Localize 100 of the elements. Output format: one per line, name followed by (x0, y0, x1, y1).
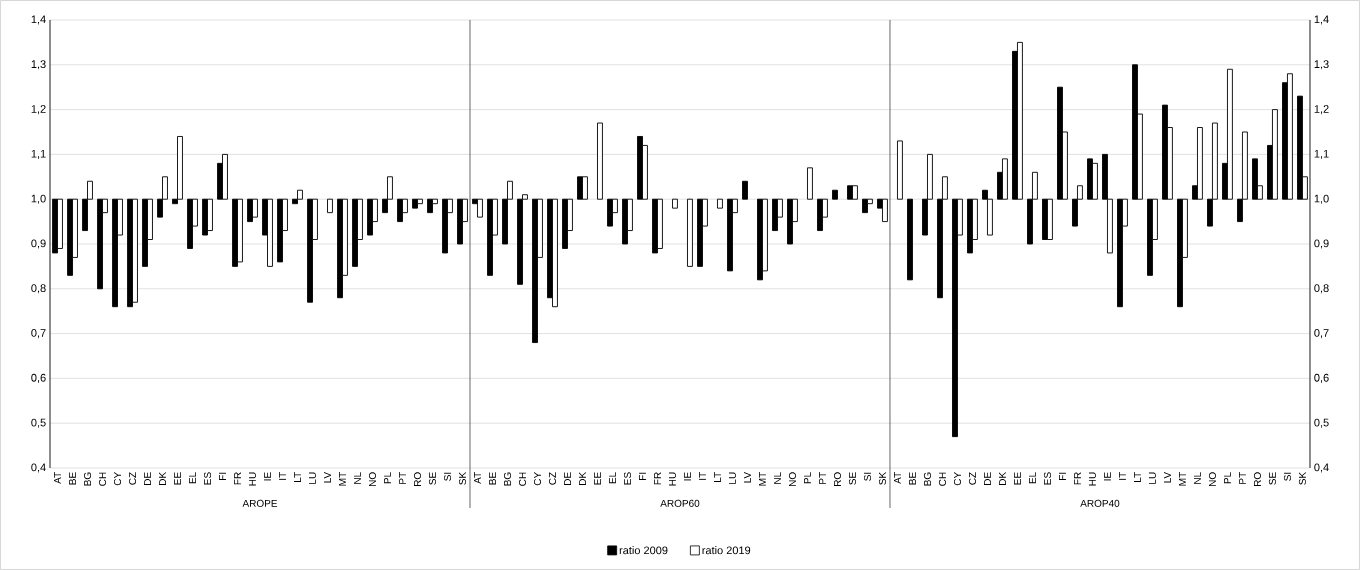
x-tick-label: CZ (968, 472, 976, 485)
x-tick-label: NO (788, 472, 797, 487)
x-tick-label: IE (1104, 472, 1111, 481)
bar (597, 122, 603, 200)
x-tick-label: DE (144, 472, 151, 485)
x-tick-label: FI (219, 472, 226, 480)
bar (907, 198, 913, 281)
bar (742, 180, 748, 200)
x-tick-label: FR (1074, 472, 1081, 485)
x-tick-label: CH (98, 472, 107, 486)
y-tick-label: 1,3 (31, 60, 46, 70)
x-tick-label: CY (533, 472, 542, 486)
y2-tick-label: 1,1 (1314, 149, 1329, 159)
bar (687, 198, 693, 267)
x-tick-label: LT (714, 472, 721, 482)
x-tick-label: EE (1014, 472, 1021, 485)
y-tick-label: 1,2 (31, 105, 46, 115)
y2-tick-label: 0,7 (1314, 329, 1329, 339)
x-tick-label: LV (1164, 471, 1171, 483)
x-tick-label: FI (639, 472, 646, 480)
x-tick-label: SK (458, 471, 467, 485)
bar (672, 198, 678, 209)
y-tick-label: 0,5 (31, 418, 46, 428)
x-tick-label: SE (1268, 472, 1276, 485)
x-tick-label: LU (309, 472, 316, 484)
y2-tick-label: 0,4 (1314, 463, 1329, 473)
x-tick-label: ES (1043, 472, 1051, 485)
x-tick-label: IT (279, 472, 286, 480)
x-tick-label: ES (623, 472, 632, 485)
x-tick-label: EL (189, 472, 196, 484)
legend-label: ratio 2019 (702, 546, 751, 555)
x-tick-label: SI (443, 472, 452, 481)
x-tick-label: CZ (548, 472, 557, 485)
x-tick-label: PL (804, 472, 811, 484)
bar (897, 140, 903, 200)
x-tick-label: EL (1029, 472, 1036, 484)
x-tick-label: HU (668, 472, 676, 486)
x-tick-label: IE (684, 472, 691, 481)
y-tick-label: 1,4 (31, 15, 46, 25)
x-tick-label: SE (428, 472, 437, 485)
x-tick-label: FI (1059, 472, 1066, 480)
x-tick-label: NL (774, 472, 781, 484)
x-tick-label: CH (518, 472, 527, 486)
x-tick-label: PT (1239, 472, 1246, 484)
x-tick-label: IT (1119, 472, 1126, 480)
y-tick-label: 0,7 (31, 329, 46, 339)
y2-tick-label: 1,0 (1314, 194, 1329, 204)
y-tick-label: 0,9 (31, 239, 46, 249)
text: AROP60 (660, 499, 700, 507)
x-tick-label: PL (384, 472, 391, 484)
x-tick-label: PT (399, 472, 406, 484)
x-tick-label: LU (1148, 472, 1156, 484)
y-tick-label: 0,4 (31, 463, 46, 473)
bar (327, 198, 333, 214)
x-tick-label: NO (1208, 472, 1216, 487)
y-tick-label: 1,0 (31, 194, 46, 204)
x-tick-label: NL (354, 472, 361, 484)
x-tick-label: MT (339, 472, 346, 486)
x-tick-label: AT (894, 472, 901, 484)
x-tick-label: AT (474, 472, 481, 484)
x-tick-label: SE (848, 472, 857, 485)
x-tick-label: EE (174, 472, 181, 485)
y-tick-label: 0,6 (31, 373, 46, 383)
x-tick-label: NL (1194, 472, 1201, 484)
x-tick-label: PT (819, 472, 826, 484)
x-tick-label: DK (159, 471, 166, 485)
text: AROP40 (1080, 499, 1120, 507)
bar (807, 167, 813, 200)
x-tick-label: CZ (128, 472, 137, 485)
y-tick-label: 1,1 (31, 149, 46, 159)
x-tick-label: RO (413, 472, 422, 487)
x-tick-label: BG (83, 472, 92, 486)
y2-tick-label: 0,8 (1314, 284, 1329, 294)
x-tick-label: LT (1134, 472, 1141, 482)
x-tick-label: IE (264, 472, 271, 481)
x-tick-label: AT (54, 472, 61, 484)
x-tick-label: BG (923, 472, 932, 486)
x-tick-label: SK (878, 471, 887, 485)
x-tick-label: BG (503, 472, 512, 486)
y2-tick-label: 0,9 (1314, 239, 1329, 249)
x-tick-label: BE (909, 472, 916, 485)
x-tick-label: ES (203, 472, 212, 485)
x-tick-label: PL (1224, 472, 1231, 484)
x-tick-label: IT (699, 472, 706, 480)
x-tick-label: DE (984, 472, 991, 485)
legend-label: ratio 2009 (619, 546, 668, 555)
x-tick-label: LV (744, 471, 751, 483)
x-tick-label: HU (249, 472, 256, 486)
x-tick-label: DE (564, 472, 571, 485)
x-tick-label: RO (833, 472, 842, 487)
x-tick-label: MT (759, 472, 766, 486)
y2-tick-label: 1,3 (1314, 60, 1329, 70)
x-tick-label: FR (234, 472, 241, 485)
x-tick-label: BE (69, 472, 76, 485)
y2-tick-label: 0,6 (1314, 373, 1329, 383)
x-tick-label: DK (999, 471, 1006, 485)
x-tick-label: CH (938, 472, 947, 486)
x-tick-label: CY (113, 472, 122, 486)
y-tick-label: 0,8 (31, 284, 46, 294)
bar (717, 198, 723, 209)
